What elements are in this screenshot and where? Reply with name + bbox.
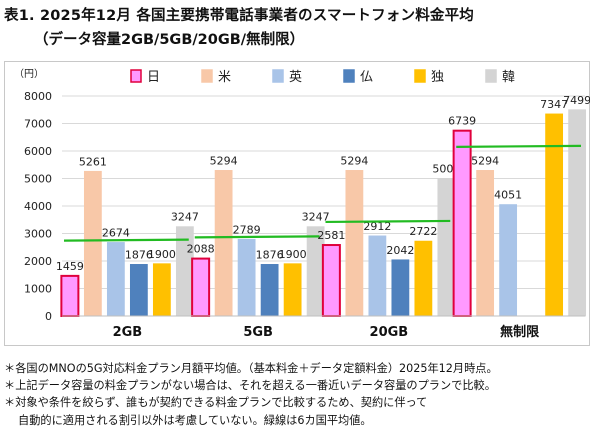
data-label: 2581 <box>317 229 345 242</box>
average-line <box>63 238 189 242</box>
average-line <box>456 144 582 148</box>
bar-chart: 0 1000 2000 3000 4000 5000 6000 7000 8000 （円） 日 米 英 仏… <box>14 68 590 340</box>
legend-swatch <box>343 69 355 83</box>
data-label: 3247 <box>171 211 199 224</box>
data-label: 7347 <box>540 98 568 111</box>
footnote-1: ＊各国のMNOの5G対応料金プラン月額平均値。（基本料金＋データ定額料金）202… <box>4 362 498 375</box>
bar <box>191 257 211 317</box>
data-label: 2042 <box>386 244 414 257</box>
x-category-label: 20GB <box>370 325 409 340</box>
footnote-3: ＊対象や条件を絞らず、誰もが契約できる料金プランで比較するため、契約に伴って <box>4 396 428 410</box>
legend-swatch <box>414 69 426 83</box>
legend-swatch <box>201 69 213 83</box>
legend-swatch <box>272 69 284 83</box>
bar <box>345 170 364 317</box>
bar <box>106 242 125 317</box>
data-label: 2722 <box>409 225 437 238</box>
chart-title-line2: （データ容量2GB/5GB/20GB/無制限） <box>34 32 305 48</box>
legend-label: 英 <box>289 70 302 85</box>
average-line <box>325 219 451 224</box>
average-line <box>194 235 320 239</box>
data-label: 2789 <box>233 223 261 236</box>
data-label: 1459 <box>56 260 84 273</box>
bar <box>476 170 495 317</box>
bar <box>83 170 102 317</box>
legend-label: 独 <box>431 70 444 85</box>
legend-label: 韓 <box>502 70 515 85</box>
chart-frame <box>4 61 590 346</box>
y-tick-label: 6000 <box>24 145 52 158</box>
data-label: 5294 <box>471 154 499 167</box>
y-tick-label: 7000 <box>24 118 52 131</box>
data-label: 5294 <box>210 154 238 167</box>
legend-label: 仏 <box>360 70 373 85</box>
y-axis-unit: （円） <box>14 68 44 80</box>
y-tick-label: 4000 <box>24 200 52 213</box>
data-label: 3247 <box>302 211 330 224</box>
legend-label: 米 <box>218 70 231 85</box>
x-category-label: 2GB <box>113 325 143 340</box>
y-tick-label: 5000 <box>24 173 52 186</box>
y-tick-label: 2000 <box>24 255 52 268</box>
bar <box>545 113 564 317</box>
data-label: 1900 <box>279 248 307 261</box>
bar <box>391 259 410 317</box>
data-label: 2674 <box>102 226 130 239</box>
legend-swatch <box>485 69 497 83</box>
bar <box>414 240 433 317</box>
bar <box>283 263 302 317</box>
footnotes: ＊各国のMNOの5G対応料金プラン月額平均値。（基本料金＋データ定額料金）202… <box>4 360 498 429</box>
data-label: 1876 <box>256 248 284 261</box>
data-label: 5261 <box>79 155 107 168</box>
chart-title-line1: 表1. 2025年12月 各国主要携帯電話事業者のスマートフォン料金平均 <box>4 8 474 24</box>
bar <box>368 235 387 317</box>
x-category-label: 無制限 <box>500 324 540 340</box>
x-category-label: 5GB <box>243 325 273 340</box>
legend-swatch <box>130 69 142 83</box>
bar <box>568 109 587 317</box>
y-tick-label: 3000 <box>24 228 52 241</box>
bar <box>437 178 456 317</box>
footnote-2: ＊上記データ容量の料金プランがない場合は、それを超える一番近いデータ容量のプラン… <box>4 379 496 393</box>
data-label: 5294 <box>340 154 368 167</box>
y-tick-label: 8000 <box>24 90 52 103</box>
bar <box>237 238 256 317</box>
bar <box>499 204 518 317</box>
data-label: 4051 <box>494 189 522 202</box>
y-tick-label: 1000 <box>24 283 52 296</box>
bar <box>321 244 341 318</box>
bar <box>129 264 148 317</box>
data-label: 2912 <box>363 220 391 233</box>
bar <box>260 264 279 317</box>
data-label: 6739 <box>448 115 476 128</box>
footnote-4: 自動的に適用される割引以外は考慮していない。緑線は6カ国平均値。 <box>18 413 372 427</box>
data-label: 2088 <box>187 243 215 256</box>
bar <box>214 170 233 317</box>
bar <box>452 129 472 317</box>
bar <box>152 263 171 317</box>
legend-label: 日 <box>147 70 160 85</box>
data-label: 1876 <box>125 248 153 261</box>
data-label: 1900 <box>148 248 176 261</box>
bar <box>60 274 80 318</box>
data-label: 7499 <box>563 94 590 107</box>
y-tick-label: 0 <box>45 310 52 323</box>
